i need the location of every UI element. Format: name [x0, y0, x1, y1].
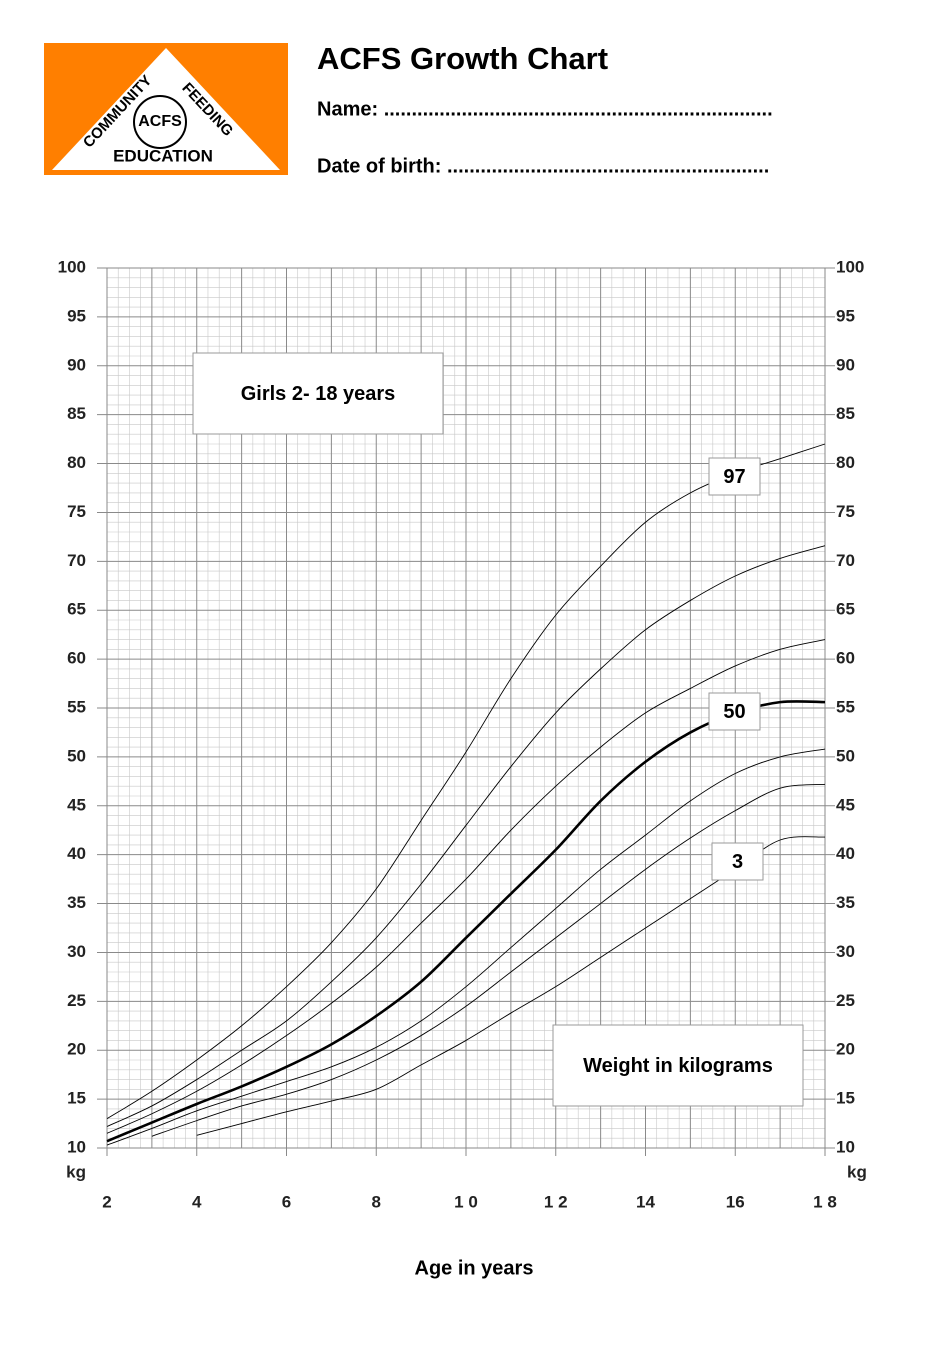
- centile-curve: [106, 700, 826, 1143]
- y-tick-label: 65: [67, 600, 86, 619]
- y-tick-label-right: 45: [836, 795, 855, 814]
- logo: ACFS COMMUNITY FEEDING EDUCATION: [44, 43, 288, 175]
- annotation: Weight in kilograms: [583, 1055, 773, 1077]
- y-tick-label: 100: [58, 257, 86, 276]
- x-tick-label: 6: [282, 1192, 291, 1211]
- y-tick-label: 80: [67, 453, 86, 472]
- y-tick-label-right: 25: [836, 991, 855, 1010]
- y-tick-label-right: 35: [836, 893, 855, 912]
- y-tick-label: 35: [67, 893, 86, 912]
- y-tick-label-right: 15: [836, 1089, 855, 1108]
- centile-curve: [106, 545, 826, 1127]
- y-tick-label-right: 40: [836, 844, 855, 863]
- y-tick-label: 25: [67, 991, 86, 1010]
- y-tick-label: 50: [67, 746, 86, 765]
- series-label: 50: [723, 701, 745, 723]
- y-tick-label-right: 70: [836, 551, 855, 570]
- centile-curve: [151, 783, 826, 1137]
- y-tick-label-right: 55: [836, 697, 855, 716]
- x-tick-label: 8: [372, 1192, 381, 1211]
- y-tick-label-right: 100: [836, 257, 864, 276]
- logo-circle: [133, 95, 187, 149]
- y-tick-label: 15: [67, 1089, 86, 1108]
- annotation: Girls 2- 18 years: [241, 383, 396, 405]
- y-tick-label-right: 75: [836, 502, 855, 521]
- y-tick-label: 20: [67, 1040, 86, 1059]
- labels: 10 10 15 15 20 20 25 25 30 30 35 35 40 40 45 45 50 50 55 55…: [58, 257, 867, 1279]
- y-tick-label: 55: [67, 697, 86, 716]
- y-tick-label: 40: [67, 844, 86, 863]
- y-tick-label: 75: [67, 502, 86, 521]
- y-tick-label: 70: [67, 551, 86, 570]
- x-tick-label: 1 2: [544, 1192, 568, 1211]
- series-label-box: [711, 842, 764, 881]
- y-tick-label-right: 85: [836, 404, 855, 423]
- y-tick-label-right: 80: [836, 453, 855, 472]
- y-tick-label-right: 10: [836, 1137, 855, 1156]
- y-tick-label: 10: [67, 1137, 86, 1156]
- logo-center: ACFS: [138, 113, 182, 130]
- logo-bottom: EDUCATION: [113, 146, 213, 165]
- y-tick-label-right: 90: [836, 355, 855, 374]
- x-tick-label: 1 8: [813, 1192, 837, 1211]
- annotation-box: [552, 1024, 804, 1107]
- y-unit-right: kg: [847, 1162, 867, 1181]
- series-label-box: [708, 692, 761, 731]
- x-tick-label: 1 0: [454, 1192, 478, 1211]
- series-label: 97: [723, 466, 745, 488]
- y-tick-label: 60: [67, 649, 86, 668]
- dob-field: Date of birth: .........................…: [317, 155, 769, 177]
- y-tick-label-right: 30: [836, 942, 855, 961]
- y-tick-label-right: 20: [836, 1040, 855, 1059]
- y-tick-label-right: 65: [836, 600, 855, 619]
- y-tick-label-right: 60: [836, 649, 855, 668]
- series-label: 3: [732, 851, 743, 873]
- x-tick-label: 14: [636, 1192, 655, 1211]
- annotation-box: [192, 352, 444, 435]
- x-axis-label: Age in years: [415, 1257, 534, 1279]
- y-unit: kg: [66, 1162, 86, 1181]
- y-tick-label: 30: [67, 942, 86, 961]
- y-tick-label-right: 95: [836, 306, 855, 325]
- name-field: Name: ..................................…: [317, 98, 773, 120]
- x-tick-label: 4: [192, 1192, 202, 1211]
- y-tick-label: 95: [67, 306, 86, 325]
- x-tick-label: 16: [726, 1192, 745, 1211]
- y-tick-label-right: 50: [836, 746, 855, 765]
- y-tick-label: 45: [67, 795, 86, 814]
- title: ACFS Growth Chart: [317, 41, 608, 76]
- y-tick-label: 90: [67, 355, 86, 374]
- y-tick-label: 85: [67, 404, 86, 423]
- centile-curve: [106, 443, 826, 1120]
- centile-curve: [106, 639, 826, 1134]
- series-label-box: [708, 457, 761, 496]
- logo-triangle: [52, 48, 280, 170]
- x-tick-label: 2: [102, 1192, 111, 1211]
- centile-curve: [106, 748, 826, 1146]
